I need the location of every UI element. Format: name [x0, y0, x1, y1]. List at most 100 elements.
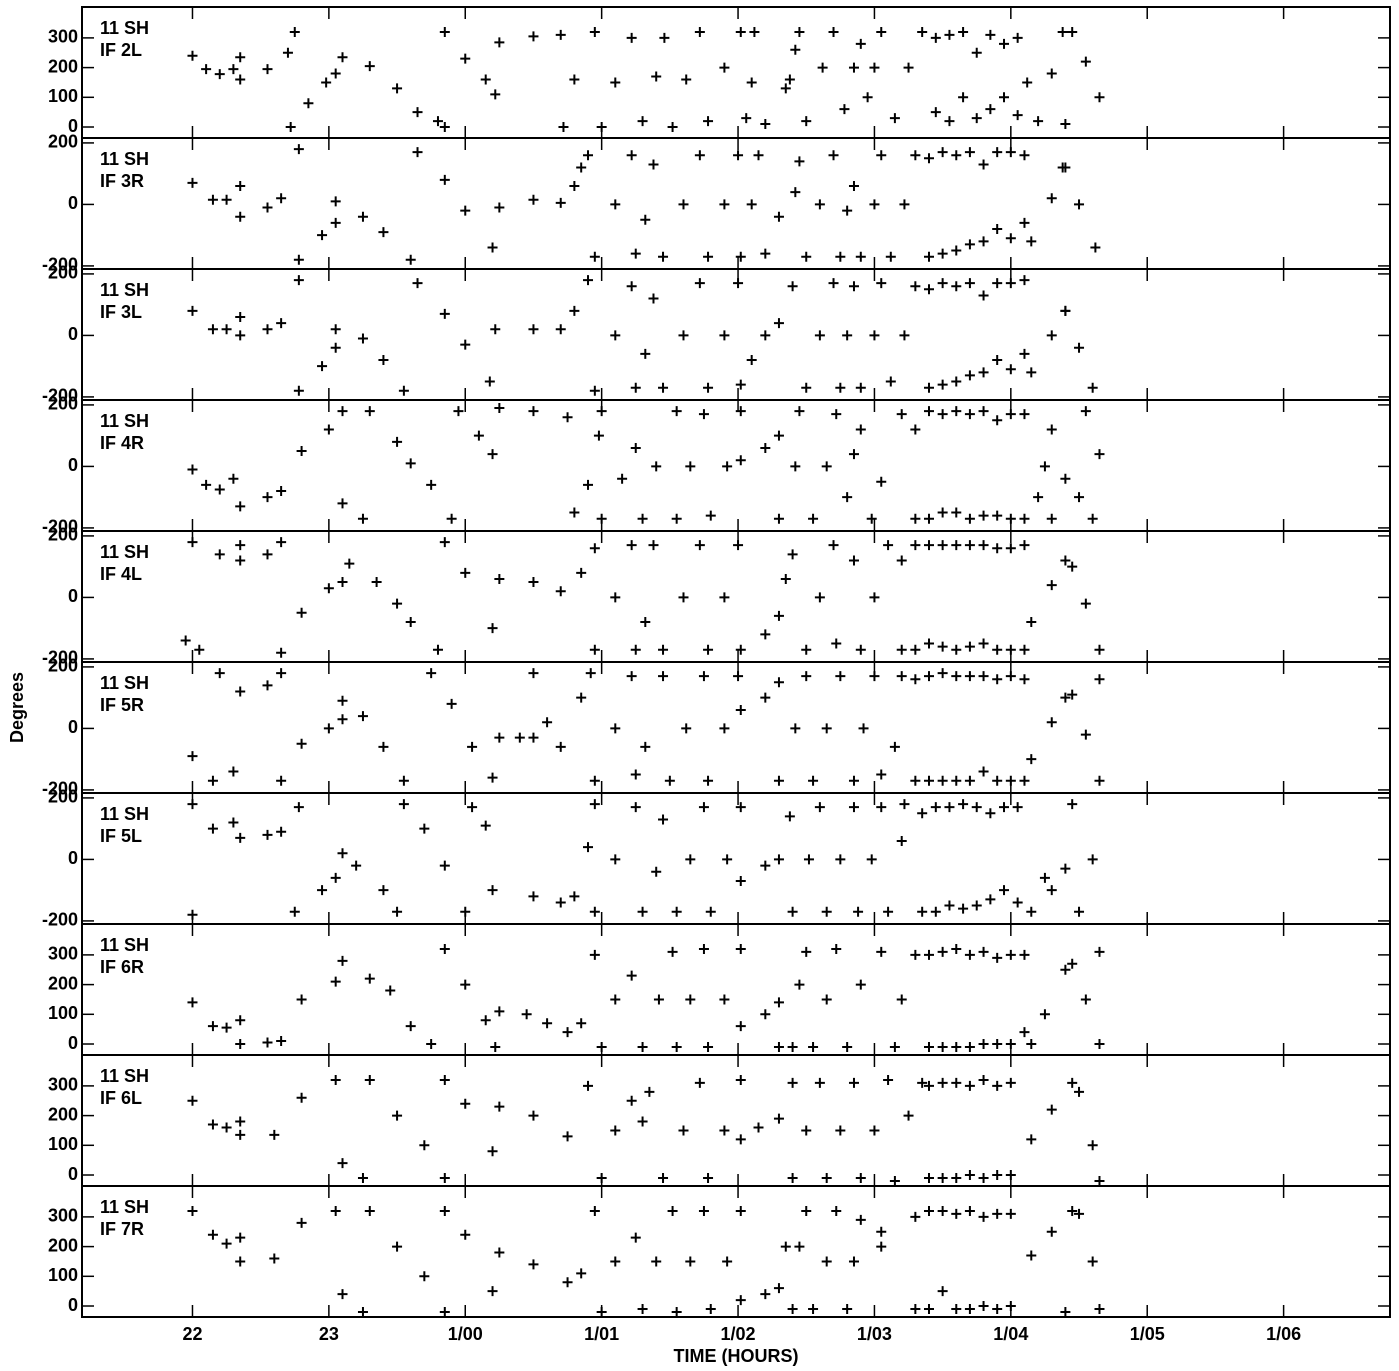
- point: [426, 479, 437, 490]
- panel-label: IF 2L: [100, 40, 142, 60]
- point: [1074, 199, 1085, 210]
- point: [221, 324, 232, 335]
- point: [569, 74, 580, 85]
- point: [293, 254, 304, 265]
- point: [917, 1077, 928, 1088]
- point: [923, 638, 934, 649]
- x-tick-label: 1/02: [721, 1324, 756, 1344]
- point: [951, 150, 962, 161]
- point: [658, 382, 669, 393]
- point: [971, 47, 982, 58]
- point: [1005, 1170, 1016, 1181]
- point: [528, 324, 539, 335]
- point: [187, 537, 198, 548]
- point: [1005, 233, 1016, 244]
- point: [439, 943, 450, 954]
- point: [855, 644, 866, 655]
- point: [412, 107, 423, 118]
- point: [855, 1214, 866, 1225]
- point: [992, 415, 1003, 426]
- point: [439, 122, 450, 133]
- point: [992, 543, 1003, 554]
- point: [703, 382, 714, 393]
- point: [780, 573, 791, 584]
- point: [392, 906, 403, 917]
- point: [735, 251, 746, 262]
- point: [187, 997, 198, 1008]
- point: [876, 769, 887, 780]
- point: [814, 199, 825, 210]
- point: [719, 199, 730, 210]
- point: [801, 251, 812, 262]
- point: [722, 461, 733, 472]
- point: [1026, 1250, 1037, 1261]
- y-tick-label: 200: [48, 525, 78, 545]
- point: [494, 573, 505, 584]
- y-tick-label: 0: [68, 324, 78, 344]
- point: [787, 281, 798, 292]
- point: [855, 38, 866, 49]
- point: [276, 647, 287, 658]
- point: [589, 26, 600, 37]
- point: [235, 1232, 246, 1243]
- point: [659, 32, 670, 43]
- point: [1080, 406, 1091, 417]
- point: [207, 1119, 218, 1130]
- point: [490, 89, 501, 100]
- point: [596, 122, 607, 133]
- point: [1046, 1226, 1057, 1237]
- point: [235, 1256, 246, 1267]
- point: [741, 113, 752, 124]
- panel-frame: [81, 268, 1391, 401]
- point: [1005, 644, 1016, 655]
- point: [610, 1256, 621, 1267]
- point: [828, 540, 839, 551]
- point: [735, 875, 746, 886]
- point: [773, 318, 784, 329]
- point: [276, 775, 287, 786]
- point: [1019, 674, 1030, 685]
- point: [651, 866, 662, 877]
- point: [978, 671, 989, 682]
- point: [1019, 513, 1030, 524]
- point: [610, 199, 621, 210]
- point: [494, 732, 505, 743]
- point: [1060, 473, 1071, 484]
- point: [964, 1170, 975, 1181]
- x-tick-label: 1/01: [584, 1324, 619, 1344]
- point: [378, 355, 389, 366]
- point: [801, 382, 812, 393]
- point: [637, 116, 648, 127]
- point: [937, 248, 948, 259]
- point: [640, 741, 651, 752]
- point: [842, 492, 853, 503]
- point: [866, 513, 877, 524]
- panel-label: 11 SH: [100, 804, 149, 824]
- point: [821, 906, 832, 917]
- point: [640, 348, 651, 359]
- point: [992, 952, 1003, 963]
- point: [569, 180, 580, 191]
- point: [681, 723, 692, 734]
- point: [735, 1134, 746, 1145]
- point: [637, 1116, 648, 1127]
- point: [576, 567, 587, 578]
- point: [528, 406, 539, 417]
- point: [585, 668, 596, 679]
- point: [1046, 513, 1057, 524]
- point: [262, 492, 273, 503]
- point: [703, 644, 714, 655]
- point: [1005, 671, 1016, 682]
- point: [821, 994, 832, 1005]
- point: [528, 194, 539, 205]
- point: [801, 1125, 812, 1136]
- point: [1005, 1039, 1016, 1050]
- point: [992, 1303, 1003, 1314]
- point: [214, 69, 225, 80]
- point: [596, 406, 607, 417]
- point: [855, 424, 866, 435]
- point: [760, 629, 771, 640]
- point: [992, 147, 1003, 158]
- point: [821, 461, 832, 472]
